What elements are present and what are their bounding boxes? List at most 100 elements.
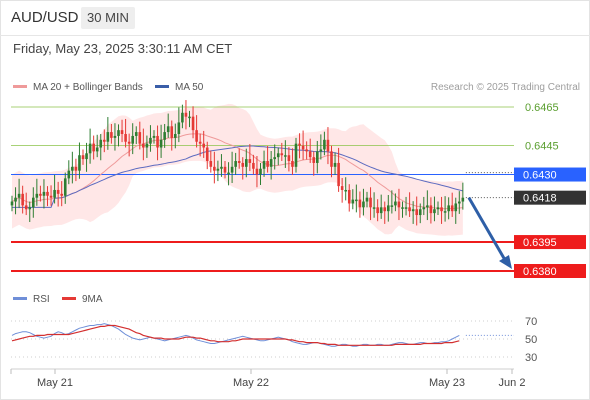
ma50-legend-label: MA 50 [175,82,204,93]
candle-body [85,153,88,160]
candle-body [237,161,241,163]
rsi-tick-30: 30 [525,352,537,364]
candle-body [411,209,415,212]
candle-body [269,159,273,167]
candle-body [213,166,216,171]
candle-body [450,205,454,212]
candle-body [46,191,49,196]
candle-body [252,162,255,169]
candle-body [53,189,56,198]
candle-body [145,143,149,148]
candle-body [383,207,387,212]
level-0-6418-tag [514,190,586,205]
candle-body [287,155,291,162]
candle-body [63,178,67,196]
candle-body [312,157,316,163]
candle-body [188,116,191,119]
level-0-6430-tag [514,167,586,182]
candle-body [95,147,99,152]
candle-body [191,116,195,131]
price-levels: 0.6465 0.6445 0.6430 0.6418 0.6395 0.6380 [11,102,586,278]
candle-body [88,143,92,154]
candle-body [220,166,223,169]
candle-body [134,132,138,136]
candle-body [245,159,248,167]
candle-body [436,207,440,210]
candle-body [99,139,103,148]
candle-body [458,201,461,204]
candle-body [110,132,113,138]
candle-body [415,209,418,216]
candle-body [103,139,106,142]
level-0-6418-label: 0.6418 [523,193,557,205]
candle-body [181,112,184,123]
candle-body [422,207,426,210]
candle-body [120,130,124,135]
candle-body [404,207,408,209]
candle-body [92,143,95,152]
candle-body [42,191,46,196]
candle-body [390,205,394,207]
candle-body [418,209,422,216]
candle-body [39,193,42,196]
candle-body [170,126,174,138]
candle-body [149,137,152,144]
candle-body [326,139,330,152]
candle-body [355,199,358,202]
rsi-ma-line [11,324,460,346]
candle-body [234,161,237,167]
candle-body [227,172,230,175]
candle-body [298,143,301,146]
candle-body [14,197,17,202]
candle-body [291,161,294,167]
level-0-6395-label: 0.6395 [523,237,557,249]
candle-body [17,193,21,198]
level-0-6380-tag [514,264,586,278]
candle-body [255,168,259,175]
candle-body [294,143,298,167]
candle-body [32,197,35,208]
candle-body [28,207,32,210]
candle-body [447,205,450,212]
rsi-panel: 70 50 30 [11,316,537,364]
candle-body [159,139,163,148]
candle-body [266,161,269,167]
candle-body [10,201,14,206]
candle-body [152,135,156,138]
candle-body [330,151,333,167]
candle-body [337,162,340,187]
header-bar: AUD/USD 30 MIN [0,0,590,36]
candle-body [284,155,287,157]
candle-body [408,207,411,212]
level-0-6445-label: 0.6445 [525,141,559,153]
candle-body [106,132,110,142]
candle-body [202,143,205,148]
candle-body [131,135,134,144]
candle-body [60,193,63,196]
forecast-line [467,196,507,261]
candle-body [205,147,209,162]
candle-body [117,130,120,136]
candle-body [301,145,305,150]
candle-body [351,199,355,204]
candle-body [195,130,198,142]
candle-body [429,205,433,214]
candle-body [177,122,181,135]
header-divider [0,35,590,36]
candle-body [276,153,280,158]
candle-body [273,157,276,160]
candle-body [401,207,404,209]
candle-body [358,199,362,208]
timeframe-button[interactable]: 30 MIN [81,7,135,29]
candle-body [223,166,227,173]
rsi-legend-label: RSI [33,294,50,305]
rsi-tick-50: 50 [525,334,537,346]
level-0-6395-tag [514,235,586,250]
candle-body [142,143,145,148]
candle-body [333,162,337,167]
candle-body [49,195,53,198]
candle-body [305,149,308,152]
candle-body [347,189,351,204]
candle-body [376,207,379,214]
